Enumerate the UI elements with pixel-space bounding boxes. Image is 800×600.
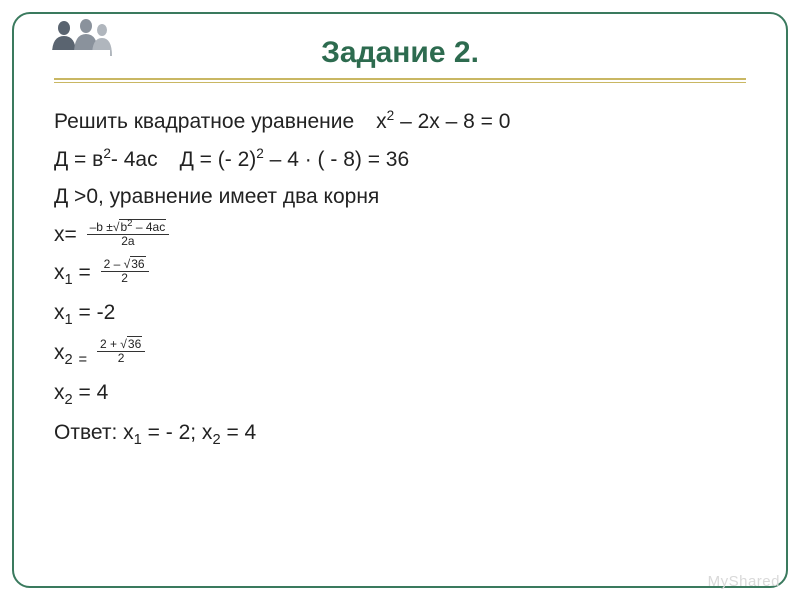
- num-text: 2 –: [104, 257, 124, 271]
- superscript: 2: [256, 146, 264, 161]
- subscript: 2: [65, 352, 73, 368]
- subscript: 1: [134, 433, 142, 449]
- fraction-quadratic: –b ±b2 – 4ac 2a: [87, 219, 170, 248]
- superscript: 2: [103, 146, 111, 161]
- line-x2-result: х2 = 4: [54, 375, 746, 413]
- slide-content: Решить квадратное уравнениех2 – 2х – 8 =…: [14, 84, 786, 454]
- line-problem: Решить квадратное уравнениех2 – 2х – 8 =…: [54, 104, 746, 140]
- text: х=: [54, 223, 77, 246]
- radicand-text: 36: [130, 256, 145, 271]
- text: х: [376, 110, 387, 133]
- line-answer: Ответ: х1 = - 2; х2 = 4: [54, 415, 746, 453]
- text: х: [54, 301, 65, 324]
- slide-frame: Задание 2. Решить квадратное уравнениех2…: [12, 12, 788, 588]
- radicand-text: – 4ac: [133, 220, 166, 234]
- text: Решить квадратное уравнение: [54, 110, 354, 133]
- denominator: 2: [97, 352, 145, 365]
- slide-title: Задание 2.: [14, 36, 786, 70]
- line-x1-calc: х1 = 2 – 36 2: [54, 255, 746, 293]
- text: = 4: [73, 381, 109, 404]
- line-roots-note: Д >0, уравнение имеет два корня: [54, 179, 746, 215]
- text: - 4ас: [111, 148, 158, 171]
- num-text: –b ±: [90, 220, 113, 234]
- sqrt-icon: 36: [120, 338, 142, 351]
- text: Ответ: х: [54, 421, 134, 444]
- text: Д = (- 2): [180, 148, 257, 171]
- subscript: 2: [212, 433, 220, 449]
- sqrt-icon: 36: [124, 258, 146, 271]
- denominator: 2: [101, 272, 149, 285]
- text: х: [54, 341, 65, 364]
- text: – 4 · ( - 8) = 36: [264, 148, 409, 171]
- text: = -2: [73, 301, 116, 324]
- text: Д = в: [54, 148, 103, 171]
- text: х: [54, 381, 65, 404]
- title-underline: [54, 78, 746, 84]
- sqrt-icon: b2 – 4ac: [113, 219, 166, 234]
- equals-sub: =: [79, 352, 88, 368]
- line-x1-result: х1 = -2: [54, 295, 746, 333]
- text: = - 2; х: [142, 421, 213, 444]
- line-formula-x: х= –b ±b2 – 4ac 2a: [54, 217, 746, 253]
- subscript: 1: [65, 312, 73, 328]
- text: х: [54, 261, 65, 284]
- denominator: 2a: [87, 235, 170, 248]
- fraction-x2: 2 + 36 2: [97, 338, 145, 365]
- subscript: 2: [65, 392, 73, 408]
- radicand-text: 36: [127, 336, 142, 351]
- people-logo-icon: [44, 14, 114, 64]
- subscript: 1: [65, 272, 73, 288]
- line-x2-calc: х2 = 2 + 36 2: [54, 335, 746, 373]
- watermark-text: MyShared: [708, 573, 780, 590]
- text: =: [73, 261, 91, 284]
- text: = 4: [221, 421, 257, 444]
- fraction-x1: 2 – 36 2: [101, 258, 149, 285]
- line-discriminant: Д = в2- 4асД = (- 2)2 – 4 · ( - 8) = 36: [54, 142, 746, 178]
- text: – 2х – 8 = 0: [394, 110, 510, 133]
- num-text: 2 +: [100, 337, 120, 351]
